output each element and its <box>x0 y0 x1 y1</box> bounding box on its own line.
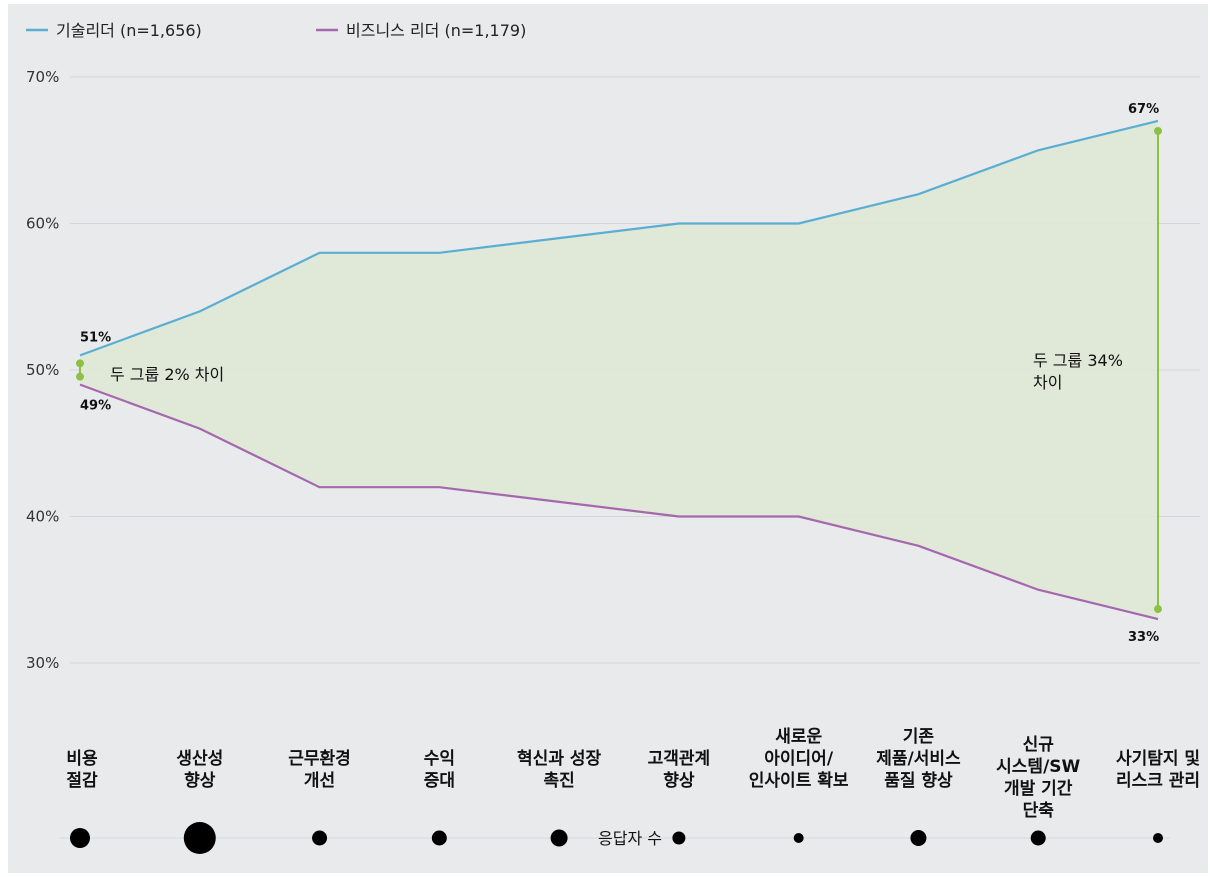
respondent-dot <box>672 832 685 845</box>
respondent-dot <box>312 831 327 846</box>
category-label-line: 품질 향상 <box>884 770 953 791</box>
point-label: 67% <box>1128 102 1159 117</box>
respondent-dot <box>794 833 804 843</box>
category-label-line: 제품/서비스 <box>876 749 961 769</box>
respondent-dot <box>1031 831 1046 846</box>
category-label-line: 비용 <box>66 749 98 769</box>
category-label-line: 고객관계 <box>648 749 711 769</box>
gap-fill <box>80 121 1158 619</box>
category-label-line: 생산성 <box>176 749 223 769</box>
category-label-line: 근무환경 <box>288 749 351 769</box>
annotation-line: 두 그룹 34% <box>1033 351 1123 370</box>
category-label-line: 아이디어/ <box>764 749 834 769</box>
y-axis-labels: 30% 40% 50% 60% 70% <box>26 68 59 672</box>
category-label: 비용 절감 <box>66 749 98 791</box>
category-label-line: 신규 <box>1023 735 1055 755</box>
y-tick-label: 60% <box>26 215 59 233</box>
respondent-dot <box>70 828 90 848</box>
y-tick-label: 40% <box>26 508 59 526</box>
category-label-line: 혁신과 성장 <box>517 748 601 769</box>
gap-dot <box>1154 605 1162 613</box>
point-label: 51% <box>80 330 111 345</box>
category-label-line: 리스크 관리 <box>1116 771 1200 791</box>
category-label: 기존 제품/서비스 품질 향상 <box>876 727 961 791</box>
respondent-dot <box>1153 833 1163 843</box>
respondent-dot <box>551 830 568 847</box>
category-label-line: 향상 <box>184 770 216 791</box>
point-label: 49% <box>80 399 111 414</box>
category-label: 생산성 향상 <box>176 749 223 791</box>
category-label-line: 시스템/SW <box>996 757 1080 777</box>
category-label: 새로운 아이디어/인사이트 확보 <box>749 727 849 791</box>
annotation-line: 차이 <box>1033 373 1062 392</box>
category-label: 고객관계 향상 <box>648 749 711 791</box>
category-label-line: 개선 <box>304 771 335 791</box>
respondent-dot <box>910 830 926 846</box>
category-label-line: 기존 <box>903 727 935 747</box>
category-label-line: 단축 <box>1023 801 1055 821</box>
category-label: 근무환경 개선 <box>288 749 351 791</box>
point-label: 33% <box>1128 630 1159 645</box>
gap-dot <box>76 359 84 367</box>
legend: 기술리더 (n=1,656) 비즈니스 리더 (n=1,179) <box>26 21 526 40</box>
annotation-left: 두 그룹 2% 차이 <box>110 365 224 384</box>
category-label-line: 절감 <box>66 770 98 791</box>
category-label-line: 인사이트 확보 <box>749 771 849 791</box>
y-tick-label: 70% <box>26 68 59 86</box>
category-label: 사기탐지 및 리스크 관리 <box>1116 749 1200 791</box>
category-label-line: 촉진 <box>543 771 574 791</box>
category-label-line: 개발 기간 <box>1004 779 1073 799</box>
category-label: 혁신과 성장 촉진 <box>517 748 601 791</box>
y-tick-label: 30% <box>26 654 59 672</box>
legend-entry: 비즈니스 리더 (n=1,179) <box>346 21 526 40</box>
y-tick-label: 50% <box>26 361 59 379</box>
respondent-dots: 응답자 수 <box>60 822 1170 854</box>
gap-dot <box>76 373 84 381</box>
gap-dot <box>1154 127 1162 135</box>
respondent-dot <box>184 822 216 854</box>
category-label: 수익 증대 <box>424 749 455 791</box>
category-label-line: 새로운 <box>775 727 822 747</box>
category-label-line: 증대 <box>424 771 455 791</box>
category-label-line: 사기탐지 및 <box>1116 749 1200 769</box>
fill-area <box>80 121 1158 619</box>
category-label-line: 향상 <box>663 770 695 791</box>
legend-entry: 기술리더 (n=1,656) <box>56 21 202 40</box>
respondents-label: 응답자 수 <box>598 829 662 848</box>
category-label-line: 수익 <box>424 749 455 769</box>
respondent-dot <box>432 831 447 846</box>
category-label: 신규 시스템/SW 개발 기간 단축 <box>996 735 1080 821</box>
